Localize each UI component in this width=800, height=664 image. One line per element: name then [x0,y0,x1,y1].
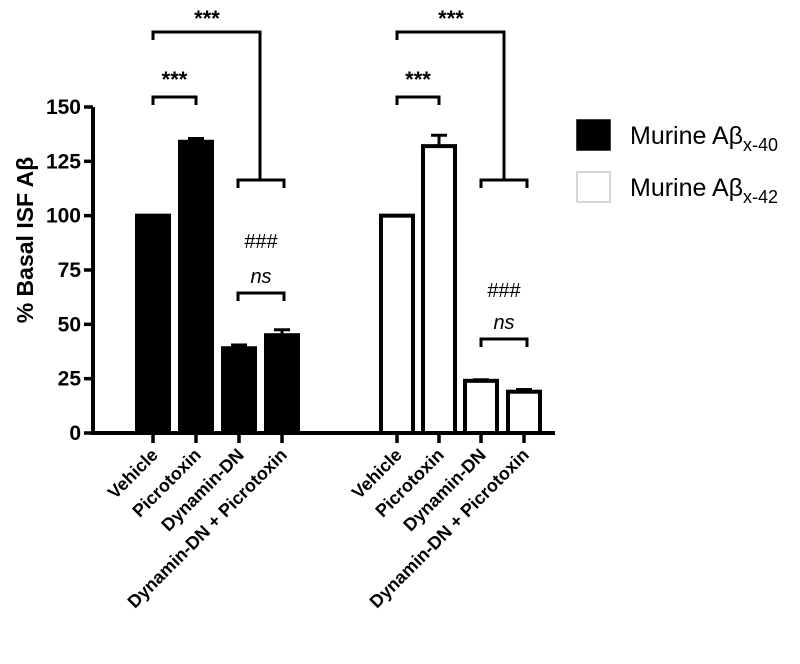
hash-label: ### [487,280,521,302]
ns-label: ns [250,266,271,288]
bar-x40-3 [264,333,300,436]
y-tick-label: 0 [69,422,81,445]
bracket-dynamin-x40 [236,178,286,188]
y-tick-label: 50 [58,313,81,336]
bracket-ns-x42 [479,337,529,347]
y-tick-label: 75 [58,259,82,282]
bracket-vehicle-picrotoxin-x42 [395,95,441,105]
significance-stars: *** [405,67,431,92]
bars-group [135,133,542,436]
legend-main-text: Murine Aβ [630,122,743,150]
annotations-group: *** *** ns ### *** *** ns ### [151,6,529,347]
y-axis-label: % Basal ISF Aβ [12,157,38,324]
significance-stars: *** [162,67,188,92]
bracket-dynamin-x42 [479,178,529,188]
legend-sub-text: x-40 [743,135,778,155]
bar-x40-2 [221,346,257,435]
bar-x40-0 [135,213,171,435]
bracket-ns-x40 [236,291,286,301]
ns-label: ns [493,312,514,334]
y-tick-label: 25 [58,368,82,391]
hash-label: ### [244,231,278,253]
bar-x40-1 [178,139,214,435]
bar-x42-0 [379,213,415,435]
bracket-overall-x42 [395,30,506,180]
legend-swatch-1 [576,171,611,203]
bracket-overall-x40 [151,30,262,180]
bar-x42-1 [421,144,457,435]
bracket-vehicle-picrotoxin-x40 [151,95,198,105]
bar-x42-3 [506,389,542,435]
significance-stars: *** [194,6,220,31]
legend-label-1: Murine Aβx-42 [630,174,778,207]
significance-stars: *** [438,6,464,31]
y-tick-label: 150 [46,96,81,119]
legend-label-0: Murine Aβx-40 [630,122,778,155]
legend-sub-text: x-42 [743,187,778,207]
bar-x42-2 [463,378,499,435]
y-tick-label: 100 [46,205,81,228]
legend-swatch-0 [576,119,611,151]
y-tick-label: 125 [46,150,81,173]
legend-main-text: Murine Aβ [630,174,743,202]
